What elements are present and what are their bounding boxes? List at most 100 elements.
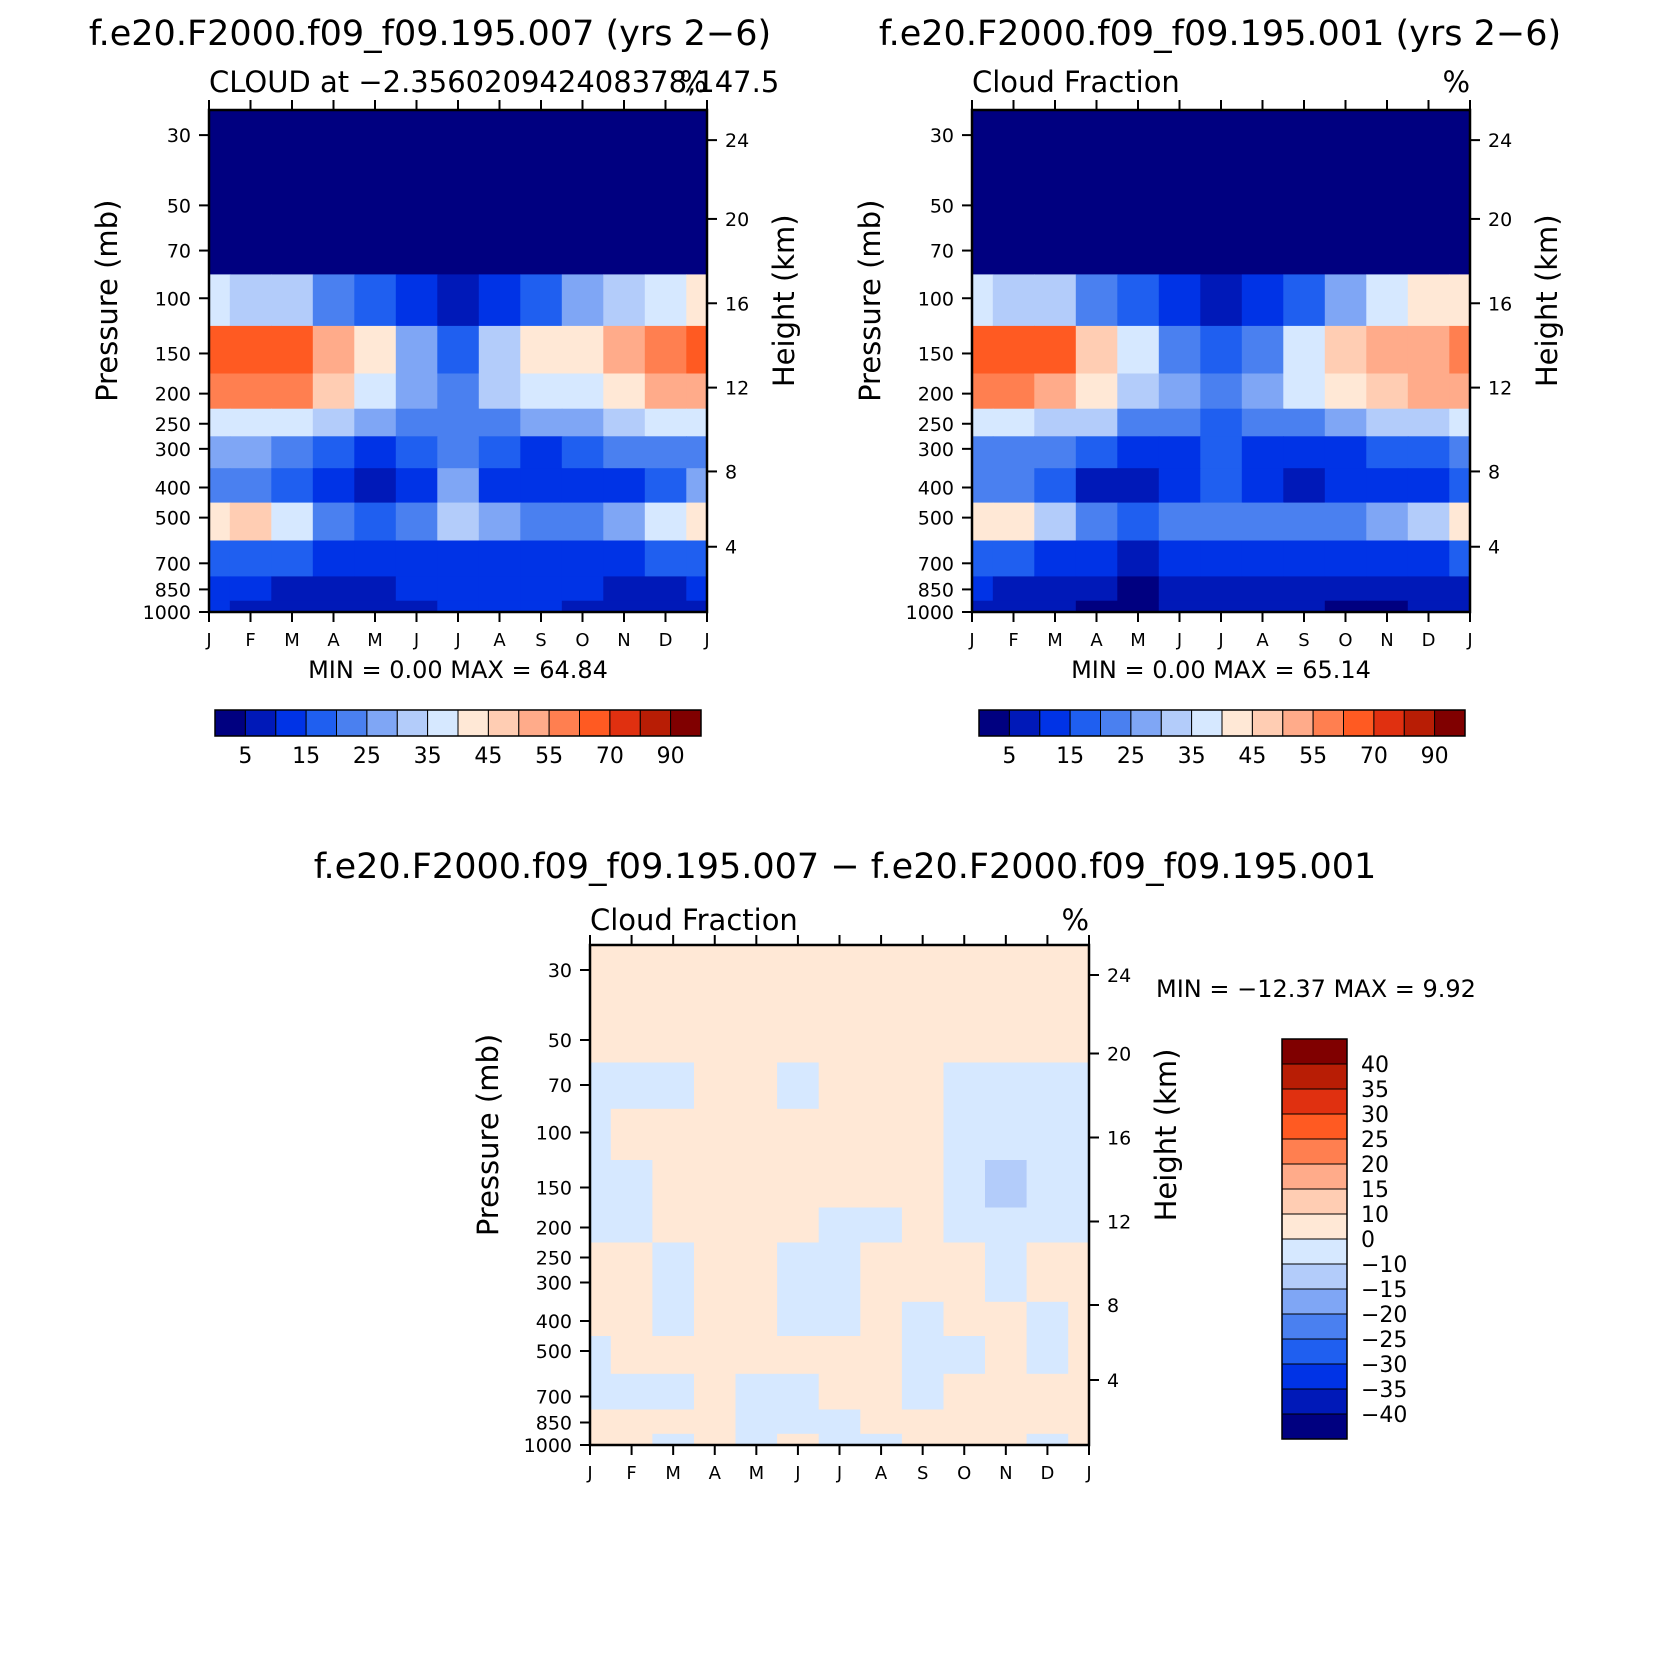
panel-1: f.e20.F2000.f09_f09.195.007 (yrs 2−6) CLO… — [89, 14, 801, 769]
colorbar-swatch — [579, 709, 611, 737]
colorbar-swatch — [548, 709, 580, 737]
colorbar-swatch — [670, 709, 702, 737]
heatmap-cell — [777, 1270, 820, 1303]
heatmap-cell — [1449, 325, 1471, 375]
heatmap-cell — [437, 576, 480, 602]
heatmap-cell — [610, 1433, 653, 1446]
heatmap-cell — [686, 600, 708, 613]
heatmap-cell — [437, 600, 480, 613]
heatmap-cell — [694, 1433, 737, 1446]
x-tick-label: J — [413, 630, 419, 651]
heatmap-cell — [561, 373, 604, 410]
heatmap-cell — [354, 408, 397, 437]
heatmap-cell — [901, 1005, 945, 1064]
heatmap-cell — [354, 228, 397, 275]
heatmap-cell — [1158, 408, 1201, 437]
heatmap-cell — [1283, 436, 1326, 469]
heatmap-cell — [1068, 1108, 1090, 1161]
x-tick-label: O — [575, 630, 589, 651]
heatmap-cell — [777, 1242, 820, 1271]
colorbar-swatch — [1191, 709, 1223, 737]
heatmap-cell — [943, 1062, 986, 1110]
heatmap-cell — [686, 228, 708, 275]
heatmap-cell — [985, 1160, 1028, 1209]
x-tick-label: A — [327, 630, 340, 651]
heatmap-cell — [229, 408, 272, 437]
heatmap-cell — [1117, 468, 1160, 504]
heatmap-cells — [209, 110, 708, 613]
heatmap-cell — [901, 1301, 945, 1337]
colorbar-swatch — [1281, 1363, 1348, 1390]
heatmap-cell — [694, 1270, 737, 1303]
y-tick-label: 400 — [536, 1311, 572, 1333]
heatmap-cell — [644, 228, 687, 275]
heatmap-cell — [520, 170, 563, 229]
panel-3: f.e20.F2000.f09_f09.195.007 − f.e20.F200… — [314, 847, 1476, 1484]
heatmap-cell — [1407, 228, 1450, 275]
heatmap-cell — [603, 600, 646, 613]
x-tick-label: D — [1422, 630, 1436, 651]
heatmap-cell — [860, 1108, 903, 1161]
heatmap-cell — [1068, 1433, 1090, 1446]
heatmap-cell — [1068, 1207, 1090, 1244]
min-max-line: MIN = −12.37 MAX = 9.92 — [1156, 975, 1476, 1003]
heatmap-cell — [777, 945, 820, 1006]
heatmap-cell — [972, 408, 994, 437]
heatmap-cell — [1158, 468, 1201, 504]
heatmap-cell — [1158, 325, 1201, 375]
heatmap-cell — [1068, 1062, 1090, 1110]
heatmap-cell — [610, 1409, 653, 1435]
colorbar-swatch — [1281, 1288, 1348, 1315]
heatmap-cell — [312, 576, 355, 602]
heatmap-cell — [644, 325, 687, 375]
y-tick-label: 150 — [536, 1178, 572, 1200]
heatmap-cell — [1241, 170, 1284, 229]
heatmap-cell — [644, 600, 687, 613]
x-tick-label: A — [1090, 630, 1103, 651]
heatmap-cell — [1241, 540, 1284, 577]
heatmap-cell — [1449, 502, 1471, 542]
heatmap-cell — [478, 110, 521, 171]
heatmap-cell — [1026, 1270, 1069, 1303]
y-tick-label: 500 — [155, 508, 191, 530]
colorbar-swatch — [214, 709, 246, 737]
heatmap-cell — [1200, 502, 1243, 542]
x-tick-label: F — [626, 1463, 636, 1484]
heatmap-cell — [1324, 436, 1367, 469]
heatmap-cell — [860, 1301, 903, 1337]
heatmap-cell — [610, 1108, 653, 1161]
heatmap-cell — [652, 1062, 695, 1110]
heatmap-cell — [1075, 325, 1118, 375]
heatmap-cell — [644, 468, 687, 504]
heatmap-cell — [590, 1005, 612, 1064]
y-tick-label: 250 — [536, 1248, 572, 1270]
x-tick-label: J — [1217, 630, 1223, 651]
heatmap-cell — [1283, 576, 1326, 602]
heatmap-cell — [1407, 408, 1450, 437]
heatmap-cell — [1158, 600, 1201, 613]
heatmap-cell — [652, 1005, 695, 1064]
x-tick-label: N — [999, 1463, 1012, 1484]
heatmap-cell — [735, 1433, 778, 1446]
y-tick-label: 30 — [548, 960, 572, 982]
heatmap-cell — [1283, 502, 1326, 542]
heatmap-cell — [972, 436, 994, 469]
x-tick-label: J — [586, 1463, 592, 1484]
heatmap-cell — [972, 576, 994, 602]
heatmap-cell — [694, 1409, 737, 1435]
heatmap-cell — [312, 274, 355, 327]
colorbar-label: 15 — [1056, 744, 1084, 769]
heatmap-cell — [229, 110, 272, 171]
colorbar-swatch — [1160, 709, 1193, 737]
heatmap-cell — [1366, 325, 1409, 375]
y-tick-label: 250 — [918, 414, 954, 436]
heatmap-cell — [972, 110, 994, 171]
heatmap-cell — [229, 228, 272, 275]
heatmap-cell — [1158, 274, 1201, 327]
heatmap-cell — [1200, 408, 1243, 437]
heatmap-cell — [478, 274, 521, 327]
heatmap-cell — [1200, 600, 1243, 613]
heatmap-cell — [561, 600, 604, 613]
min-value: −12.37 — [1229, 975, 1325, 1003]
heatmap-cell — [1026, 1160, 1069, 1209]
